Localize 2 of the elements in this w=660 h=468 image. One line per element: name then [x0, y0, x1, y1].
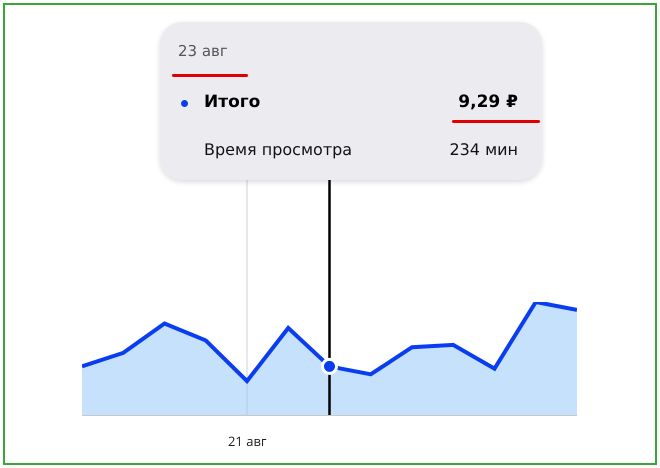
text: 21 авг — [228, 432, 267, 450]
tooltip-card: 23 авг Итого 9,29 ₽ Время просмотра 234 мин — [160, 22, 542, 180]
